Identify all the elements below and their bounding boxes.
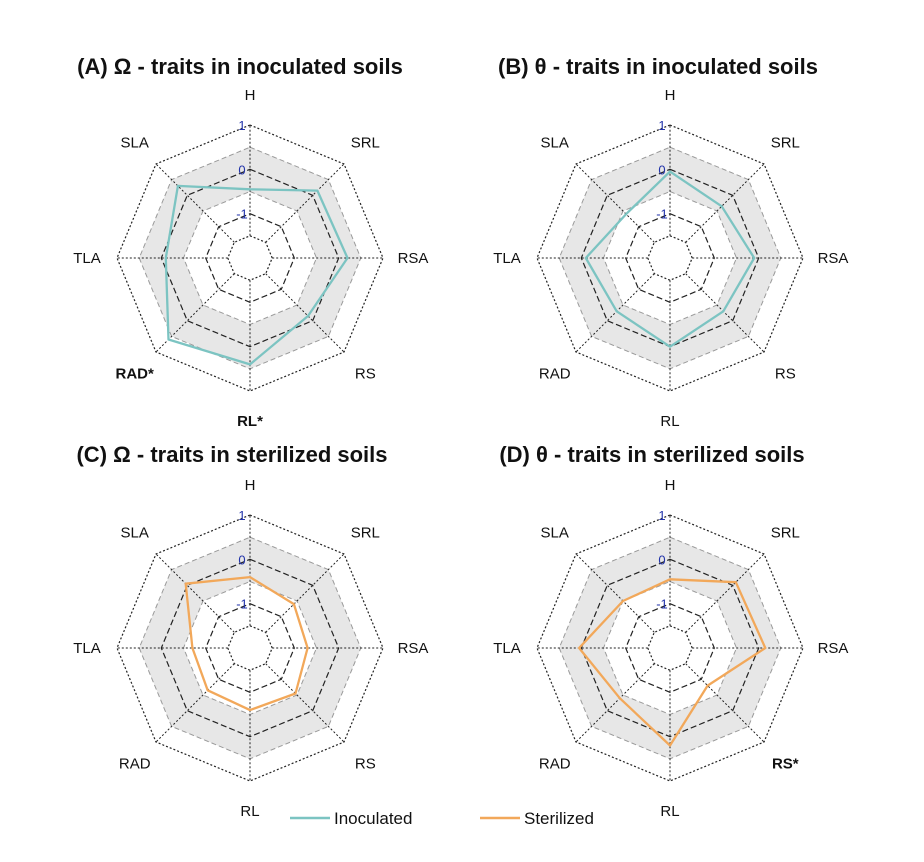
axis-label-rsa: RSA — [398, 640, 429, 657]
axis-label-rs: RS — [355, 365, 376, 382]
spoke-rs — [265, 273, 345, 353]
spoke-rad — [155, 663, 235, 743]
series-line-sterilized — [577, 578, 767, 747]
panel-b: (B) θ - traits in inoculated soils 1 0 -1 H S… — [493, 54, 848, 430]
grid-ring-zero — [580, 558, 760, 738]
spoke-rad — [575, 663, 655, 743]
axis-label-tla: TLA — [493, 250, 521, 267]
tick-label: 1 — [238, 118, 245, 133]
spoke-rad — [575, 273, 655, 353]
tick-label: 1 — [658, 508, 665, 523]
spoke-srl — [265, 163, 345, 243]
axis-label-sla: SLA — [541, 135, 569, 152]
axis-label-tla: TLA — [493, 640, 521, 657]
axis-label-rs: RS — [775, 365, 796, 382]
tick-label: 0 — [238, 552, 245, 567]
spoke-sla — [575, 553, 655, 633]
axis-label-tla: TLA — [73, 250, 101, 267]
spoke-srl — [265, 553, 345, 633]
spoke-rs — [685, 273, 765, 353]
spoke-srl — [685, 163, 765, 243]
spoke-rs — [265, 663, 345, 743]
grid-ring-inner — [227, 625, 273, 671]
legend-inoculated-label: Inoculated — [334, 809, 412, 828]
confidence-band — [559, 537, 781, 759]
spoke-srl — [685, 553, 765, 633]
axis-label-rad: RAD* — [116, 365, 154, 382]
axis-label-srl: SRL — [351, 525, 380, 542]
axis-label-srl: SRL — [351, 135, 380, 152]
tick-label: -1 — [236, 597, 248, 612]
grid-ring-minus-one — [205, 603, 295, 693]
spoke-sla — [575, 163, 655, 243]
tick-label: 1 — [658, 118, 665, 133]
axis-label-h: H — [245, 87, 256, 104]
axis-label-h: H — [665, 477, 676, 494]
axis-label-rl: RL* — [237, 413, 263, 430]
series-line-sterilized — [184, 575, 309, 712]
grid-ring-minus-one — [205, 213, 295, 303]
panel-a: (A) Ω - traits in inoculated soils 1 0 -1 H S… — [73, 54, 428, 430]
legend: Inoculated Sterilized — [290, 809, 594, 828]
spoke-sla — [155, 553, 235, 633]
tick-label: 1 — [238, 508, 245, 523]
grid-ring-minus-one — [625, 603, 715, 693]
panel-title: (A) Ω - traits in inoculated soils — [77, 54, 403, 79]
confidence-band — [559, 147, 781, 369]
panel-c: (C) Ω - traits in sterilized soils 1 0 -1 H S… — [73, 442, 428, 820]
grid-ring-zero — [160, 558, 340, 738]
tick-label: -1 — [656, 207, 668, 222]
tick-label: 0 — [658, 552, 665, 567]
series-line-inoculated — [164, 184, 349, 366]
axis-label-h: H — [245, 477, 256, 494]
axis-label-rl: RL — [660, 803, 679, 820]
axis-label-sla: SLA — [541, 525, 569, 542]
axis-label-rl: RL — [660, 413, 679, 430]
axis-label-rl: RL — [240, 803, 259, 820]
panel-d: (D) θ - traits in sterilized soils 1 0 -1 H S… — [493, 442, 848, 820]
grid-ring-inner — [647, 625, 693, 671]
axis-label-srl: SRL — [771, 135, 800, 152]
legend-sterilized-label: Sterilized — [524, 809, 594, 828]
axis-label-sla: SLA — [121, 135, 149, 152]
axis-label-rad: RAD — [119, 755, 151, 772]
series-line-inoculated — [584, 170, 756, 348]
tick-label: -1 — [236, 207, 248, 222]
confidence-band — [139, 147, 361, 369]
axis-label-rsa: RSA — [398, 250, 429, 267]
grid-ring-minus-one — [625, 213, 715, 303]
grid-ring-zero — [160, 168, 340, 348]
panel-title: (D) θ - traits in sterilized soils — [499, 442, 804, 467]
axis-label-rs: RS* — [772, 755, 799, 772]
axis-label-rs: RS — [355, 755, 376, 772]
axis-label-h: H — [665, 87, 676, 104]
axis-label-tla: TLA — [73, 640, 101, 657]
tick-label: 0 — [238, 162, 245, 177]
axis-label-rsa: RSA — [818, 250, 849, 267]
panel-title: (C) Ω - traits in sterilized soils — [76, 442, 387, 467]
axis-label-sla: SLA — [121, 525, 149, 542]
spoke-sla — [155, 163, 235, 243]
axis-label-rad: RAD — [539, 365, 571, 382]
axis-label-rad: RAD — [539, 755, 571, 772]
spoke-rs — [685, 663, 765, 743]
tick-label: 0 — [658, 162, 665, 177]
axis-label-rsa: RSA — [818, 640, 849, 657]
grid-ring-inner — [227, 235, 273, 281]
panel-title: (B) θ - traits in inoculated soils — [498, 54, 818, 79]
tick-label: -1 — [656, 597, 668, 612]
axis-label-srl: SRL — [771, 525, 800, 542]
grid-ring-inner — [647, 235, 693, 281]
confidence-band — [139, 537, 361, 759]
